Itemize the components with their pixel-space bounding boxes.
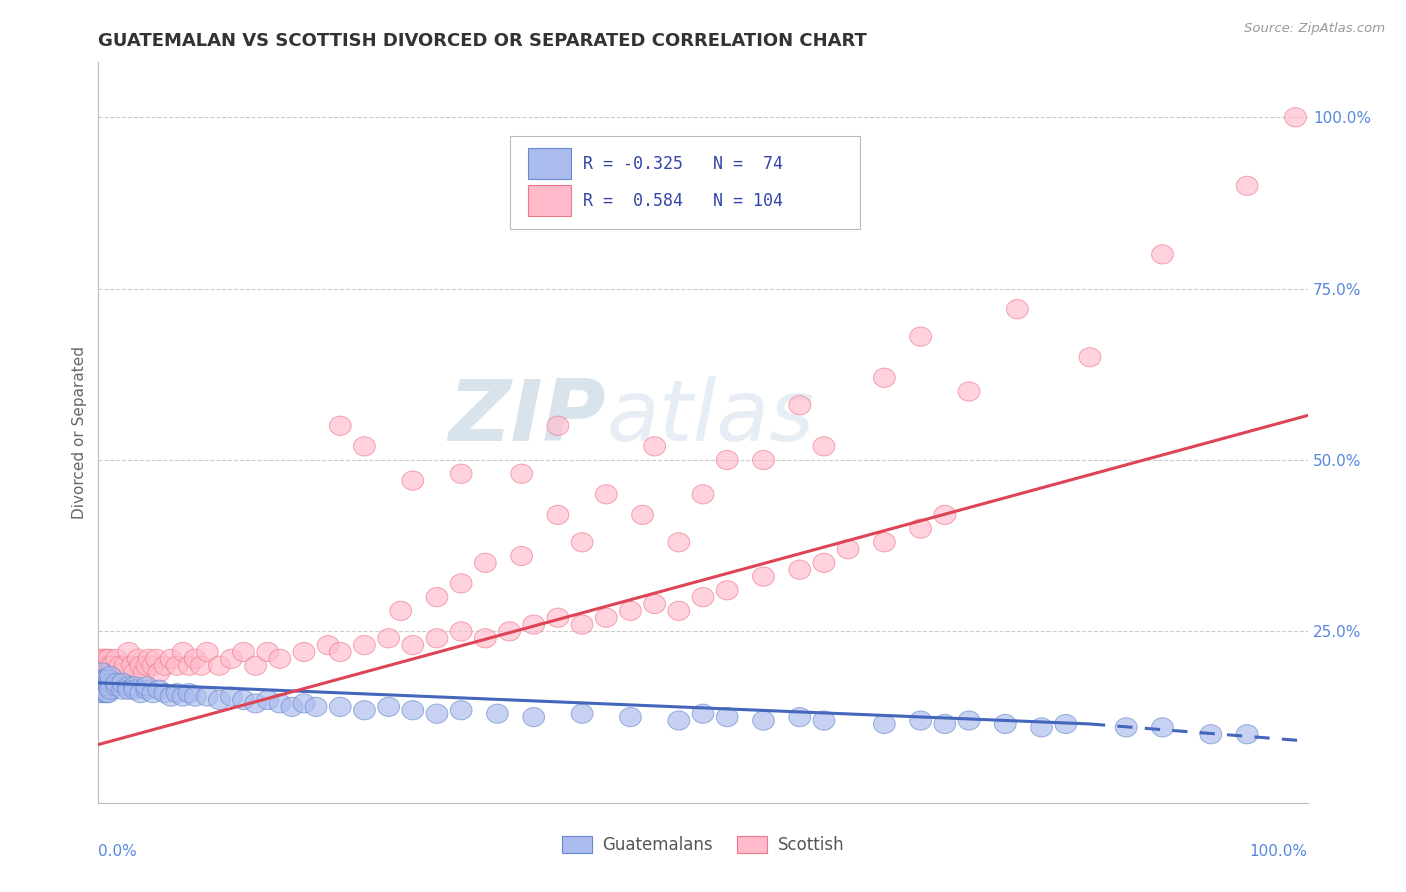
Text: 0.0%: 0.0% xyxy=(98,844,138,858)
Text: atlas: atlas xyxy=(606,376,814,459)
Text: ZIP: ZIP xyxy=(449,376,606,459)
Text: Source: ZipAtlas.com: Source: ZipAtlas.com xyxy=(1244,22,1385,36)
Legend: Guatemalans, Scottish: Guatemalans, Scottish xyxy=(555,830,851,861)
Text: 100.0%: 100.0% xyxy=(1250,844,1308,858)
FancyBboxPatch shape xyxy=(527,148,571,179)
Text: GUATEMALAN VS SCOTTISH DIVORCED OR SEPARATED CORRELATION CHART: GUATEMALAN VS SCOTTISH DIVORCED OR SEPAR… xyxy=(98,32,868,50)
FancyBboxPatch shape xyxy=(509,136,860,229)
Y-axis label: Divorced or Separated: Divorced or Separated xyxy=(72,346,87,519)
Text: R =  0.584   N = 104: R = 0.584 N = 104 xyxy=(583,192,783,210)
FancyBboxPatch shape xyxy=(527,186,571,217)
Text: R = -0.325   N =  74: R = -0.325 N = 74 xyxy=(583,155,783,173)
